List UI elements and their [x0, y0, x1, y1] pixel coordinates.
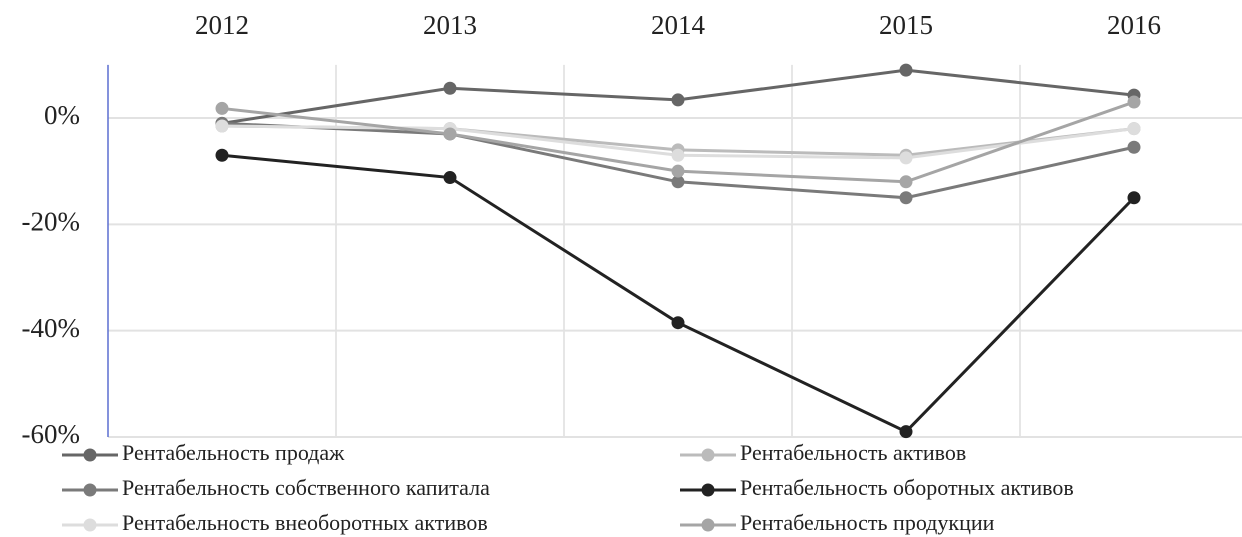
legend-label: Рентабельность продаж — [122, 440, 345, 465]
y-tick-label: -20% — [22, 207, 80, 237]
x-tick-label: 2014 — [651, 10, 706, 40]
legend-dot — [83, 518, 97, 532]
point — [215, 148, 229, 162]
legend-dot — [701, 483, 715, 497]
point — [899, 151, 913, 165]
point — [899, 175, 913, 189]
x-tick-label: 2016 — [1107, 10, 1161, 40]
point — [1127, 191, 1141, 205]
series-line — [221, 153, 1136, 434]
x-tick-label: 2015 — [879, 10, 933, 40]
legend-label: Рентабельность активов — [740, 440, 966, 465]
point — [671, 164, 685, 178]
legend-label: Рентабельность оборотных активов — [740, 475, 1074, 500]
point — [443, 81, 457, 95]
y-tick-label: -60% — [22, 419, 80, 449]
y-tick-label: -40% — [22, 313, 80, 343]
legend-dot — [83, 448, 97, 462]
point — [899, 63, 913, 77]
legend-dot — [701, 518, 715, 532]
legend-label: Рентабельность продукции — [740, 510, 995, 535]
point — [443, 171, 457, 185]
point — [671, 148, 685, 162]
point — [1127, 95, 1141, 109]
point — [899, 425, 913, 439]
point — [671, 93, 685, 107]
point — [215, 101, 229, 115]
x-tick-label: 2013 — [423, 10, 477, 40]
y-tick-label: 0% — [44, 100, 80, 130]
legend-dot — [701, 448, 715, 462]
point — [671, 316, 685, 330]
point — [1127, 122, 1141, 136]
x-tick-label: 2012 — [195, 10, 249, 40]
point — [215, 119, 229, 133]
point — [671, 175, 685, 189]
legend-dot — [83, 483, 97, 497]
legend-label: Рентабельность внеоборотных активов — [122, 510, 488, 535]
point — [443, 127, 457, 141]
point — [1127, 140, 1141, 154]
point — [899, 191, 913, 205]
legend-label: Рентабельность собственного капитала — [122, 475, 490, 500]
